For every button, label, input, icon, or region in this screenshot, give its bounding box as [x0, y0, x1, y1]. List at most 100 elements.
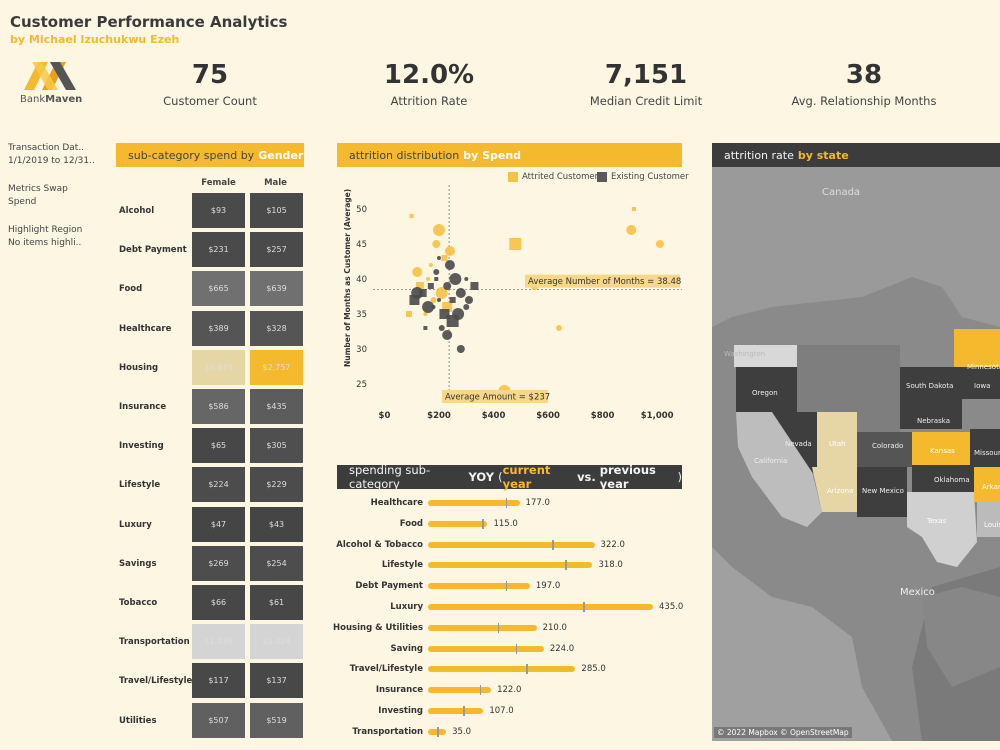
gender-cell-male[interactable]: $328: [250, 310, 303, 346]
attrited-point[interactable]: [509, 238, 522, 250]
attrited-point[interactable]: [442, 302, 453, 312]
existing-point[interactable]: [423, 326, 428, 330]
filter-highlight-region-label[interactable]: Highlight Region: [8, 225, 83, 235]
existing-point[interactable]: [470, 282, 479, 290]
state-washington[interactable]: [734, 345, 797, 367]
state-nevada[interactable]: [772, 412, 817, 477]
attrited-point[interactable]: [435, 287, 448, 299]
scatter-chart[interactable]: Number of Months as Customer (Average) 25…: [337, 185, 687, 425]
state-utah[interactable]: [817, 412, 857, 467]
attrited-point[interactable]: [415, 282, 424, 290]
state-colorado[interactable]: [857, 432, 912, 467]
attrited-point[interactable]: [428, 263, 433, 267]
state-south-dakota[interactable]: [900, 367, 962, 397]
attrited-point[interactable]: [632, 207, 636, 211]
existing-point[interactable]: [442, 330, 453, 340]
attrited-point[interactable]: [406, 311, 412, 317]
gender-cell-male[interactable]: $229: [250, 467, 303, 503]
yoy-bar[interactable]: [428, 604, 653, 610]
filter-transaction-date-value[interactable]: 1/1/2019 to 12/31..: [8, 156, 95, 166]
gender-cell-female[interactable]: $665: [192, 271, 245, 307]
state-oregon[interactable]: [736, 367, 797, 412]
attrited-point[interactable]: [441, 255, 448, 261]
existing-point[interactable]: [456, 345, 465, 353]
state-map[interactable]: Canada Washington Oregon Nevada California Ut…: [712, 167, 1000, 741]
state-nebraska[interactable]: [900, 397, 962, 429]
gender-cell-female[interactable]: $1,873: [192, 349, 245, 385]
gender-cell-male[interactable]: $2,757: [250, 349, 303, 385]
filter-metrics-swap-value[interactable]: Spend: [8, 197, 37, 207]
state-california[interactable]: [736, 412, 822, 527]
map-svg[interactable]: [712, 167, 1000, 741]
existing-point[interactable]: [437, 256, 441, 260]
legend-existing[interactable]: Existing Customer: [597, 172, 689, 182]
existing-point[interactable]: [438, 325, 445, 331]
attrited-point[interactable]: [426, 277, 431, 281]
filter-transaction-date-label[interactable]: Transaction Dat..: [8, 143, 85, 153]
attrited-point[interactable]: [444, 246, 455, 256]
map-attribution[interactable]: © 2022 Mapbox © OpenStreetMap: [714, 727, 852, 738]
gender-cell-male[interactable]: $137: [250, 663, 303, 699]
existing-point[interactable]: [449, 273, 462, 285]
gender-cell-female[interactable]: $231: [192, 232, 245, 268]
existing-point[interactable]: [452, 308, 465, 320]
attrited-point[interactable]: [655, 240, 664, 248]
gender-cell-female[interactable]: $66: [192, 585, 245, 620]
state-iowa[interactable]: [962, 367, 1000, 399]
existing-point[interactable]: [449, 297, 456, 303]
existing-point[interactable]: [443, 282, 452, 290]
existing-point[interactable]: [455, 288, 466, 298]
attrited-point[interactable]: [423, 312, 428, 316]
yoy-bar[interactable]: [428, 728, 447, 735]
filter-highlight-region-value[interactable]: No items highli..: [8, 238, 82, 248]
existing-point[interactable]: [463, 304, 470, 310]
attrited-point[interactable]: [432, 240, 441, 248]
state-oklahoma[interactable]: [912, 465, 974, 492]
gender-cell-female[interactable]: $93: [192, 193, 245, 228]
existing-point[interactable]: [464, 277, 469, 281]
gender-cell-female[interactable]: $1,439: [192, 624, 245, 660]
yoy-bar[interactable]: [428, 500, 520, 506]
yoy-bar[interactable]: [428, 645, 544, 652]
state-arizona[interactable]: [812, 467, 857, 512]
gender-cell-female[interactable]: $507: [192, 702, 245, 738]
gender-cell-male[interactable]: $61: [250, 585, 303, 620]
attrited-point[interactable]: [433, 224, 445, 236]
existing-point[interactable]: [427, 283, 434, 289]
state-missouri[interactable]: [970, 429, 1000, 467]
gender-cell-male[interactable]: $43: [250, 506, 303, 542]
yoy-bar[interactable]: [428, 666, 576, 673]
state-arkansas[interactable]: [974, 467, 1000, 502]
gender-cell-female[interactable]: $65: [192, 428, 245, 464]
legend-attrited[interactable]: Attrited Customer: [508, 172, 598, 182]
state-new-mexico[interactable]: [857, 467, 907, 517]
state-kansas[interactable]: [912, 432, 970, 465]
filter-metrics-swap-label[interactable]: Metrics Swap: [8, 184, 68, 194]
gender-cell-female[interactable]: $224: [192, 467, 245, 503]
yoy-bar[interactable]: [428, 708, 484, 714]
yoy-bar[interactable]: [428, 562, 593, 569]
gender-cell-female[interactable]: $117: [192, 663, 245, 699]
existing-point[interactable]: [444, 260, 455, 270]
yoy-bar[interactable]: [428, 583, 530, 590]
attrited-point[interactable]: [409, 214, 414, 218]
existing-point[interactable]: [431, 305, 436, 309]
gender-cell-female[interactable]: $389: [192, 310, 245, 346]
gender-cell-male[interactable]: $435: [250, 389, 303, 424]
gender-cell-female[interactable]: $269: [192, 545, 245, 581]
gender-cell-female[interactable]: $47: [192, 506, 245, 542]
attrited-point[interactable]: [556, 325, 562, 331]
yoy-bar[interactable]: [428, 520, 488, 527]
existing-point[interactable]: [437, 298, 441, 302]
gender-cell-male[interactable]: $519: [250, 702, 303, 738]
gender-cell-male[interactable]: $254: [250, 545, 303, 581]
attrited-point[interactable]: [626, 225, 637, 235]
state-louisiana[interactable]: [977, 502, 1000, 537]
attrited-point[interactable]: [430, 297, 437, 303]
gender-cell-male[interactable]: $257: [250, 232, 303, 268]
gender-cell-male[interactable]: $1,424: [250, 624, 303, 660]
existing-point[interactable]: [409, 295, 420, 305]
state-minnesota[interactable]: [954, 329, 1000, 367]
existing-point[interactable]: [465, 296, 473, 304]
existing-point[interactable]: [434, 277, 439, 281]
